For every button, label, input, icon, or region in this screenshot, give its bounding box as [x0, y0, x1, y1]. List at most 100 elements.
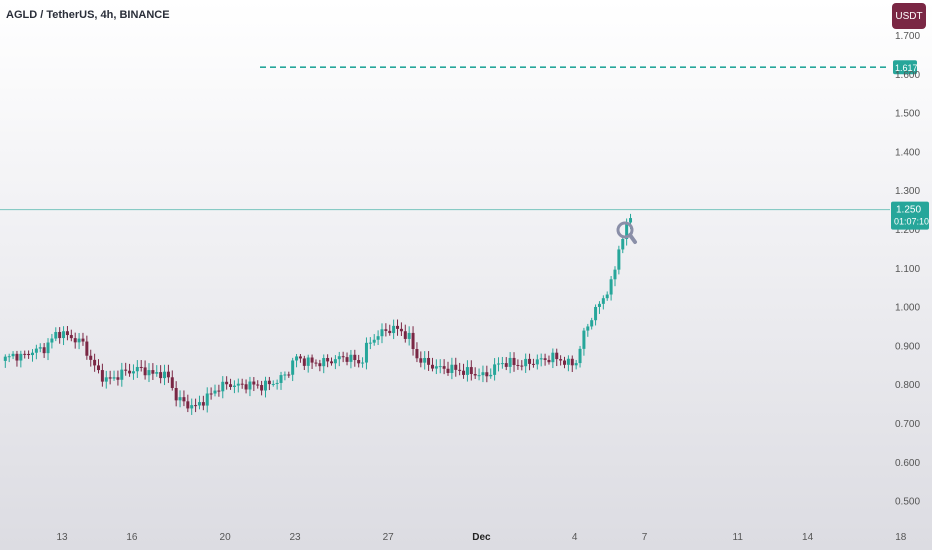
candle-body: [368, 342, 372, 344]
last-price-tag: 1.250 01:07:10: [891, 201, 929, 230]
candle-body: [500, 363, 504, 365]
candle-body: [357, 360, 361, 364]
candle-body: [120, 369, 124, 380]
candle-body: [209, 393, 213, 395]
candle-body: [62, 331, 66, 339]
candle-body: [326, 358, 330, 362]
time-axis[interactable]: 13 16 20 23 27 Dec 4 7 11 14 18: [56, 532, 906, 543]
candle-body: [407, 332, 411, 339]
candle-body: [605, 294, 609, 299]
candle-body: [384, 329, 388, 331]
candle-body: [364, 342, 368, 363]
candle-body: [89, 355, 93, 360]
y-tick-label: 1.000: [895, 303, 920, 314]
candle-body: [512, 357, 516, 366]
candle-body: [559, 359, 563, 361]
candle-body: [442, 366, 446, 369]
candle-body: [411, 332, 415, 350]
candle-body: [551, 352, 555, 363]
candle-body: [159, 372, 163, 379]
x-tick-label: 4: [572, 532, 578, 543]
candle-body: [399, 328, 403, 332]
candle-body: [481, 372, 485, 376]
candle-body: [539, 358, 543, 360]
candle-body: [271, 383, 275, 385]
candle-body: [190, 405, 194, 409]
candle-body: [135, 366, 139, 372]
candle-body: [349, 354, 353, 362]
y-tick-label: 1.300: [895, 186, 920, 197]
candle-body: [555, 352, 559, 360]
candle-body: [147, 370, 151, 376]
candle-body: [240, 383, 244, 385]
x-tick-label: 27: [383, 532, 395, 543]
candle-body: [267, 380, 271, 385]
target-price-tag: [893, 60, 917, 75]
currency-button[interactable]: USDT: [892, 3, 926, 29]
candle-body: [322, 358, 326, 367]
candle-body: [531, 363, 535, 365]
candle-body: [81, 338, 85, 342]
candle-body: [217, 390, 221, 392]
candle-body: [415, 349, 419, 359]
candle-body: [100, 370, 104, 382]
candle-body: [563, 360, 567, 365]
y-tick-label: 1.100: [895, 264, 920, 275]
candle-body: [306, 357, 310, 366]
candle-body: [69, 335, 73, 339]
candle-body: [621, 239, 625, 250]
candle-body: [617, 249, 621, 270]
candle-body: [151, 370, 155, 374]
candle-body: [143, 367, 147, 376]
candle-body: [547, 359, 551, 363]
candle-body: [496, 363, 500, 365]
candle-body: [275, 382, 279, 384]
candle-body: [310, 357, 314, 363]
candle-body: [454, 364, 458, 370]
y-tick-label: 1.400: [895, 147, 920, 158]
candle-body: [535, 359, 539, 365]
candle-body: [124, 369, 128, 371]
candle-body: [516, 365, 520, 367]
x-tick-label: 18: [895, 532, 907, 543]
candle-body: [489, 374, 493, 377]
candle-body: [430, 364, 434, 369]
x-tick-label: 7: [642, 532, 648, 543]
candle-body: [473, 374, 477, 376]
candle-body: [139, 366, 143, 368]
y-tick-label: 0.600: [895, 458, 920, 469]
candle-body: [434, 366, 438, 369]
symbol-title: AGLD / TetherUS, 4h, BINANCE: [6, 9, 170, 21]
candle-body: [570, 358, 574, 366]
candle-body: [54, 331, 58, 339]
candle-body: [170, 377, 174, 388]
candle-body: [65, 331, 69, 336]
candle-body: [566, 358, 570, 365]
candle-body: [236, 383, 240, 386]
candle-body: [58, 331, 62, 339]
countdown-label: 01:07:10: [894, 217, 929, 227]
zoom-magnifier-icon[interactable]: [616, 221, 637, 244]
candle-body: [629, 218, 633, 223]
price-axis[interactable]: 1.700 1.600 1.500 1.400 1.300 1.200 1.100 1.000…: [895, 31, 920, 508]
candle-body: [586, 326, 590, 331]
candle-body: [77, 338, 81, 343]
x-tick-label: 20: [220, 532, 232, 543]
y-tick-label: 0.700: [895, 419, 920, 430]
candle-body: [485, 372, 489, 377]
candle-body: [609, 279, 613, 295]
candle-body: [590, 320, 594, 327]
candle-body: [477, 375, 481, 377]
x-tick-label: 14: [802, 532, 814, 543]
candle-body: [27, 353, 31, 356]
candle-body: [221, 381, 225, 392]
candle-body: [11, 353, 15, 357]
candle-body: [174, 387, 178, 401]
candle-body: [155, 372, 159, 374]
candle-body: [108, 377, 112, 379]
candle-body: [380, 329, 384, 337]
candle-body: [182, 397, 186, 402]
candle-body: [520, 365, 524, 367]
candle-body: [42, 347, 46, 354]
